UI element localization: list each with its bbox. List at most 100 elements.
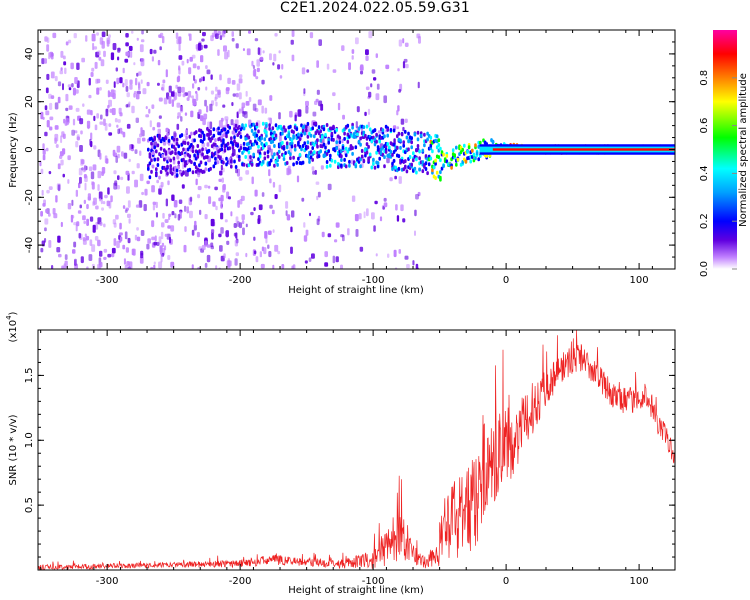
- signal-cell: [415, 170, 418, 175]
- signal-cell: [292, 130, 295, 135]
- noise-cell: [115, 67, 118, 72]
- snr-ylabel: SNR (10 * v/v): [8, 414, 19, 485]
- noise-cell: [241, 214, 245, 221]
- signal-cell: [250, 128, 254, 133]
- snr-multiplier: (x104): [5, 311, 19, 342]
- noise-cell: [309, 212, 311, 217]
- signal-cell: [431, 149, 434, 154]
- noise-cell: [125, 104, 129, 108]
- signal-cell: [204, 167, 208, 172]
- noise-cell: [133, 62, 136, 66]
- noise-cell: [141, 191, 144, 196]
- noise-cell: [400, 118, 405, 125]
- noise-cell: [171, 211, 175, 216]
- noise-cell: [235, 252, 239, 257]
- noise-cell: [204, 237, 208, 242]
- signal-cell: [354, 145, 358, 150]
- snr-line: [38, 330, 675, 570]
- noise-cell: [139, 256, 144, 264]
- noise-cell: [140, 127, 143, 136]
- signal-cell: [373, 142, 377, 147]
- signal-cell: [239, 146, 243, 150]
- noise-cell: [197, 194, 201, 199]
- signal-cell: [238, 157, 241, 162]
- signal-cell: [376, 161, 380, 166]
- signal-cell: [214, 161, 217, 166]
- noise-cell: [160, 254, 163, 263]
- noise-cell: [254, 189, 258, 197]
- noise-cell: [406, 264, 410, 269]
- y-tick-label: 20: [24, 95, 35, 108]
- signal-cell: [220, 147, 224, 152]
- noise-cell: [254, 38, 259, 42]
- signal-cell: [161, 154, 164, 158]
- noise-cell: [79, 118, 84, 125]
- noise-cell: [135, 93, 140, 100]
- noise-cell: [264, 107, 268, 114]
- noise-cell: [46, 44, 50, 52]
- noise-cell: [44, 36, 48, 42]
- noise-cell: [62, 55, 66, 60]
- noise-cell: [136, 236, 141, 242]
- noise-cell: [267, 244, 270, 249]
- signal-cell: [284, 151, 287, 155]
- noise-cell: [240, 195, 245, 201]
- signal-cell: [351, 151, 354, 156]
- noise-cell: [215, 101, 218, 107]
- noise-cell: [124, 231, 128, 240]
- noise-cell: [156, 179, 159, 184]
- noise-cell: [115, 155, 118, 163]
- noise-cell: [58, 253, 62, 258]
- noise-cell: [289, 110, 293, 118]
- noise-cell: [394, 267, 398, 269]
- noise-cell: [76, 136, 80, 141]
- noise-cell: [57, 184, 61, 192]
- noise-cell: [238, 92, 242, 100]
- noise-cell: [186, 206, 189, 214]
- signal-cell: [477, 157, 480, 162]
- noise-cell: [199, 78, 202, 83]
- noise-cell: [128, 218, 131, 224]
- noise-cell: [95, 221, 99, 230]
- signal-cell: [239, 134, 243, 139]
- noise-cell: [332, 92, 336, 97]
- noise-cell: [99, 250, 103, 257]
- signal-cell: [185, 135, 188, 140]
- signal-cell: [373, 165, 377, 170]
- noise-cell: [103, 50, 106, 58]
- noise-cell: [367, 121, 370, 128]
- noise-cell: [259, 251, 262, 258]
- noise-cell: [269, 178, 272, 184]
- y-tick-label: 0.5: [24, 497, 35, 513]
- noise-cell: [116, 124, 119, 128]
- signal-cell: [479, 153, 482, 158]
- signal-cell: [166, 132, 169, 137]
- noise-cell: [341, 138, 344, 144]
- signal-cell: [166, 171, 169, 176]
- signal-cell: [182, 147, 185, 152]
- signal-cell: [150, 158, 153, 163]
- noise-cell: [256, 59, 260, 67]
- signal-cell: [269, 158, 273, 163]
- signal-cell: [257, 144, 260, 149]
- noise-cell: [134, 149, 138, 154]
- noise-cell: [174, 92, 178, 100]
- noise-cell: [42, 203, 46, 207]
- noise-cell: [101, 207, 104, 211]
- noise-cell: [115, 214, 119, 220]
- noise-cell: [355, 229, 359, 237]
- noise-cell: [68, 105, 73, 110]
- noise-cell: [83, 220, 86, 225]
- signal-cell: [290, 141, 294, 146]
- noise-cell: [278, 50, 281, 54]
- noise-cell: [238, 176, 243, 181]
- noise-cell: [226, 260, 231, 268]
- noise-cell: [84, 233, 87, 238]
- noise-cell: [104, 155, 108, 164]
- noise-cell: [68, 39, 72, 44]
- signal-cell: [242, 141, 246, 146]
- noise-cell: [347, 228, 350, 236]
- noise-cell: [44, 131, 48, 137]
- noise-cell: [72, 118, 76, 126]
- noise-cell: [238, 78, 243, 84]
